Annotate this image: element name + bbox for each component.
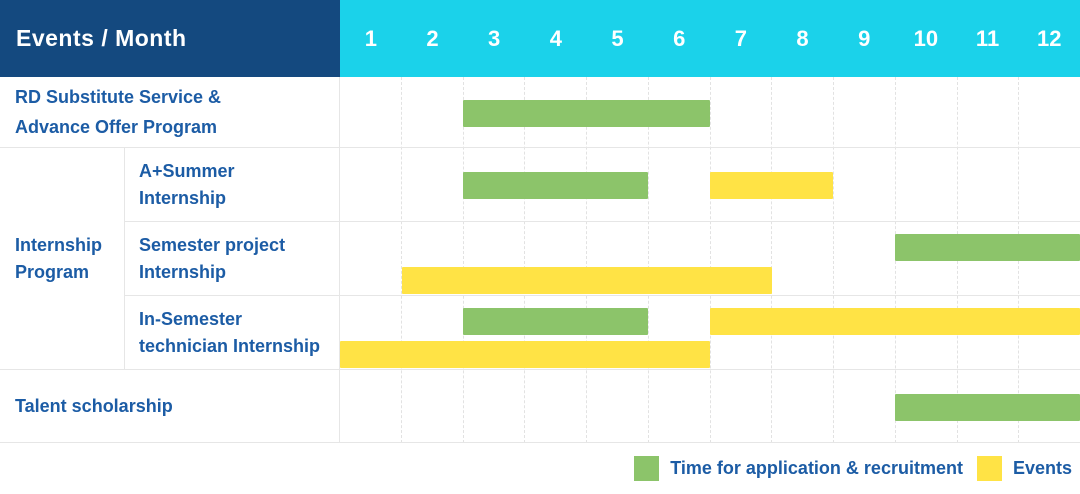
month-header-strip: 1 2 3 4 5 6 7 8 9 10 11 12 bbox=[340, 0, 1080, 77]
event-label: In-Semester technician Internship bbox=[125, 296, 340, 369]
month-header-cell: 6 bbox=[673, 25, 686, 51]
event-label-line: technician Internship bbox=[139, 335, 321, 356]
gantt-body: RD Substitute Service & Advance Offer Pro… bbox=[0, 77, 1080, 443]
event-timeline bbox=[340, 370, 1080, 443]
event-row: Semester project Internship bbox=[125, 222, 1080, 296]
event-label: RD Substitute Service & Advance Offer Pro… bbox=[0, 77, 340, 147]
month-header-cell: 9 bbox=[858, 25, 871, 51]
gantt-bar-yellow bbox=[340, 341, 710, 368]
legend-label: Time for application & recruitment bbox=[670, 457, 963, 478]
legend-item: Events bbox=[976, 455, 1072, 481]
gantt-bar-green bbox=[895, 234, 1080, 261]
event-label-line: RD Substitute Service & bbox=[15, 87, 222, 108]
group-label-line: Program bbox=[15, 261, 90, 282]
gantt-bar-green bbox=[463, 99, 710, 127]
table-corner-header: Events / Month bbox=[0, 0, 340, 77]
event-row: A+Summer Internship bbox=[125, 148, 1080, 222]
gantt-bar-yellow bbox=[710, 172, 834, 199]
gantt-bar-yellow bbox=[401, 267, 772, 294]
event-row: In-Semester technician Internship bbox=[125, 296, 1080, 370]
event-label-line: Internship bbox=[139, 261, 227, 282]
legend-swatch-yellow bbox=[976, 455, 1002, 481]
event-label-line: In-Semester bbox=[139, 309, 243, 330]
gantt-bar-green bbox=[463, 172, 649, 199]
legend-label: Events bbox=[1012, 457, 1072, 478]
month-header-cell: 7 bbox=[734, 25, 747, 51]
gantt-bar-green bbox=[463, 308, 649, 335]
month-header-cell: 3 bbox=[488, 25, 501, 51]
event-label-line: Advance Offer Program bbox=[15, 116, 218, 137]
month-header-cell: 8 bbox=[796, 25, 809, 51]
group-block-internship-program: Internship Program A+Summer Internship Semes… bbox=[0, 148, 1080, 370]
event-timeline bbox=[340, 148, 1080, 222]
event-label-line: Internship bbox=[139, 187, 227, 208]
group-label-line: Internship bbox=[15, 235, 103, 256]
event-timeline bbox=[340, 296, 1080, 370]
legend-swatch-green bbox=[634, 455, 660, 481]
event-timeline bbox=[340, 77, 1080, 148]
legend: Time for application & recruitment Events bbox=[0, 443, 1080, 493]
month-header-cell: 1 bbox=[364, 25, 377, 51]
event-label: Semester project Internship bbox=[125, 222, 340, 295]
legend-item: Time for application & recruitment bbox=[634, 455, 963, 481]
month-header-cell: 11 bbox=[975, 25, 1000, 51]
month-header-cell: 5 bbox=[611, 25, 624, 51]
month-header-cell: 2 bbox=[426, 25, 439, 51]
month-header-cell: 10 bbox=[913, 25, 939, 51]
event-row: RD Substitute Service & Advance Offer Pro… bbox=[0, 77, 1080, 148]
event-row: Talent scholarship bbox=[0, 370, 1080, 443]
gantt-bar-yellow bbox=[710, 308, 1080, 335]
event-label-line: Talent scholarship bbox=[15, 395, 173, 416]
event-timeline bbox=[340, 222, 1080, 296]
event-label-line: A+Summer bbox=[139, 161, 235, 182]
event-label-line: Semester project bbox=[139, 235, 286, 256]
table-header-row: Events / Month 1 2 3 4 5 6 7 8 9 10 11 12 bbox=[0, 0, 1080, 77]
month-header-cell: 4 bbox=[549, 25, 562, 51]
event-label: A+Summer Internship bbox=[125, 148, 340, 221]
gantt-bar-green bbox=[895, 393, 1080, 421]
event-label: Talent scholarship bbox=[0, 370, 340, 442]
group-label: Internship Program bbox=[0, 148, 125, 370]
month-header-cell: 12 bbox=[1036, 25, 1062, 51]
